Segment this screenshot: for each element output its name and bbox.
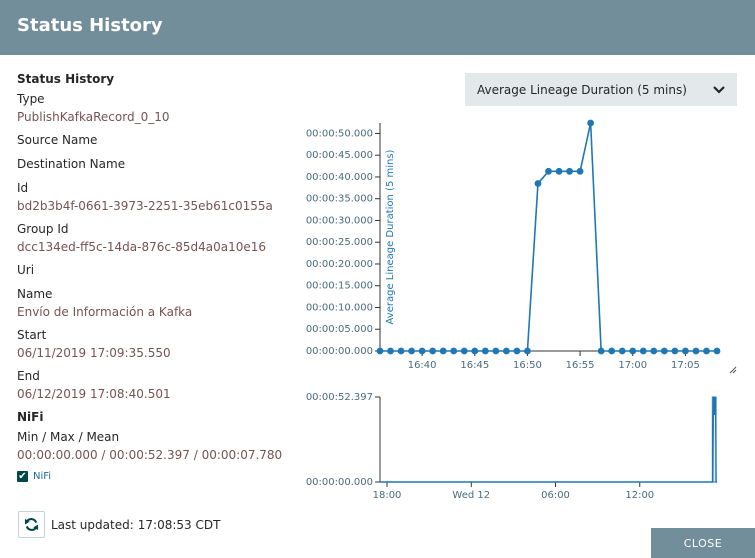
x-tick-label: 16:40 — [408, 360, 437, 371]
data-point — [618, 347, 626, 355]
data-point — [692, 347, 700, 355]
data-point — [471, 347, 479, 355]
y-tick-label: 00:00:05.000 — [306, 324, 373, 335]
last-updated-label: Last updated: — [51, 517, 134, 532]
overview-brush-selection[interactable] — [711, 396, 717, 483]
y-tick-label: 00:00:00.000 — [306, 346, 373, 357]
data-point — [408, 347, 415, 355]
data-point — [629, 347, 637, 355]
data-point — [545, 167, 552, 175]
x-tick-label: 16:55 — [566, 360, 595, 371]
start-value: 06/11/2019 17:09:35.550 — [17, 346, 171, 360]
main-chart: 00:00:00.000 00:00:05.000 00:00:10.000 00:0… — [306, 119, 737, 374]
data-point — [429, 347, 437, 355]
y-tick-label: 00:00:45.000 — [306, 150, 373, 161]
data-point — [513, 347, 521, 355]
overview-x-tick-label: Wed 12 — [452, 490, 490, 501]
data-point — [703, 347, 710, 355]
y-tick-label: 00:00:10.000 — [306, 302, 373, 313]
data-point — [481, 347, 489, 355]
end-label: End — [17, 369, 40, 383]
data-point — [650, 347, 658, 355]
x-tick-label: 17:00 — [618, 360, 647, 371]
chevron-down-icon — [713, 85, 725, 94]
y-tick-label: 00:00:40.000 — [306, 172, 373, 183]
x-tick-label: 16:45 — [460, 360, 489, 371]
data-point — [502, 347, 510, 355]
refresh-area: Last updated: 17:08:53 CDT — [18, 511, 220, 538]
checkbox-checked-icon[interactable]: ✔ — [17, 471, 28, 482]
start-label: Start — [17, 328, 47, 342]
min-max-mean-label: Min / Max / Mean — [17, 430, 120, 444]
metric-select[interactable]: Average Lineage Duration (5 mins) — [465, 73, 737, 106]
data-point — [460, 347, 468, 355]
name-label: Name — [17, 287, 53, 301]
y-tick-label: 00:00:20.000 — [306, 259, 373, 270]
overview-y-tick-label: 00:00:00.000 — [306, 477, 373, 488]
close-button[interactable]: CLOSE — [651, 528, 755, 558]
refresh-button[interactable] — [18, 511, 45, 538]
data-point — [397, 347, 405, 355]
type-value: PublishKafkaRecord_0_10 — [17, 110, 170, 124]
nifi-checkbox-row[interactable]: ✔ NiFi — [17, 471, 287, 482]
overview-x-tick-label: 12:00 — [625, 490, 654, 501]
source-name-label: Source Name — [17, 133, 98, 147]
y-tick-label: 00:00:25.000 — [306, 237, 373, 248]
data-point — [376, 347, 384, 355]
y-tick-label: 00:00:35.000 — [306, 194, 373, 205]
data-point — [566, 167, 573, 175]
dialog-header: Status History — [0, 0, 755, 55]
end-value: 06/12/2019 17:08:40.501 — [17, 387, 171, 401]
y-tick-label: 00:00:15.000 — [306, 281, 373, 292]
name-value: Envío de Información a Kafka — [17, 305, 193, 319]
group-id-value: dcc134ed-ff5c-14da-876c-85d4a0a10e16 — [17, 240, 267, 254]
details-panel: Status History Type PublishKafkaRecord_0… — [17, 72, 287, 482]
y-axis-title: Average Lineage Duration (5 mins) — [385, 149, 396, 324]
series-line — [380, 122, 717, 352]
destination-name-label: Destination Name — [17, 157, 126, 171]
min-max-mean-value: 00:00:00.000 / 00:00:52.397 / 00:00:07.7… — [17, 448, 283, 462]
data-point — [576, 167, 584, 175]
group-id-label: Group Id — [17, 222, 69, 236]
data-point — [639, 347, 647, 355]
resize-handle-icon — [729, 366, 737, 374]
last-updated-time: 17:08:53 CDT — [137, 517, 221, 532]
data-point — [597, 347, 605, 355]
x-tick-label: 16:50 — [513, 360, 542, 371]
data-point — [534, 180, 542, 187]
section-title: Status History — [17, 72, 115, 86]
data-point — [439, 347, 447, 355]
data-point — [682, 347, 689, 355]
data-point — [608, 347, 616, 355]
overview-series-line — [380, 396, 717, 483]
overview-x-tick-label: 18:00 — [373, 490, 402, 501]
id-label: Id — [17, 181, 29, 195]
uri-label: Uri — [17, 263, 35, 277]
data-point — [587, 119, 595, 127]
data-point — [418, 347, 426, 355]
data-point — [671, 347, 679, 355]
dialog-title: Status History — [17, 15, 163, 36]
data-point — [660, 347, 668, 355]
data-point — [492, 347, 500, 355]
refresh-icon — [24, 518, 39, 531]
data-point — [713, 347, 721, 355]
type-label: Type — [17, 92, 45, 106]
data-point — [555, 167, 563, 175]
overview-chart[interactable]: 00:00:00.000 00:00:52.397 18:00 Wed 12 06:00… — [290, 385, 745, 505]
nifi-checkbox-label[interactable]: NiFi — [33, 471, 52, 482]
nifi-title: NiFi — [17, 410, 44, 424]
data-point — [387, 347, 394, 355]
x-tick-label: 17:05 — [671, 360, 700, 371]
metric-select-value: Average Lineage Duration (5 mins) — [477, 82, 687, 97]
overview-x-tick-label: 06:00 — [541, 490, 570, 501]
overview-y-tick-label: 00:00:52.397 — [306, 392, 373, 403]
data-point — [450, 347, 458, 355]
data-point — [524, 347, 531, 355]
id-value: bd2b3b4f-0661-3973-2251-35eb61c0155a — [17, 199, 273, 213]
y-tick-label: 00:00:30.000 — [306, 215, 373, 226]
y-tick-label: 00:00:50.000 — [306, 128, 373, 139]
